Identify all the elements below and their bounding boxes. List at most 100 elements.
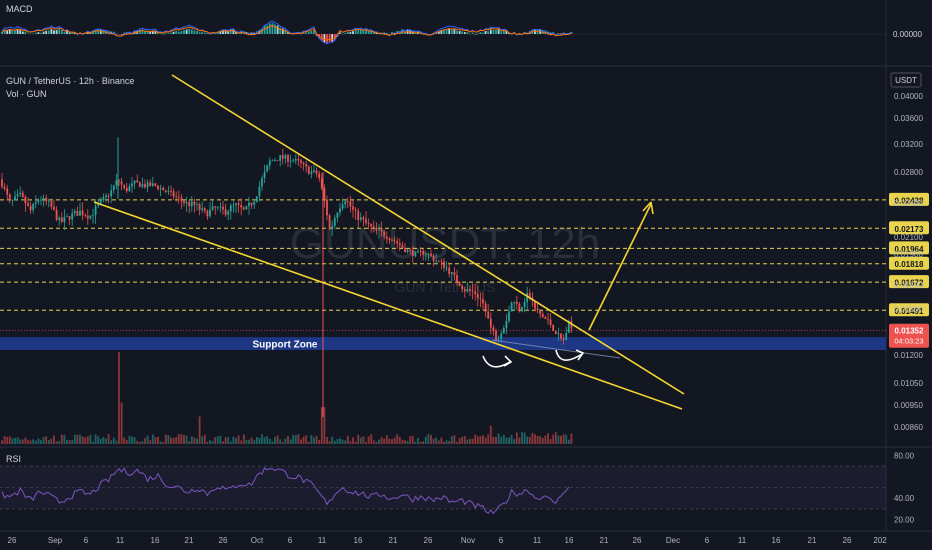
- volume-bar: [492, 436, 495, 444]
- volume-bar: [245, 439, 248, 444]
- time-tick-label: Nov: [461, 536, 475, 545]
- volume-bar: [370, 434, 373, 444]
- candle-body: [344, 201, 347, 205]
- volume-bar: [294, 435, 297, 444]
- macd-histogram-bar: [227, 30, 230, 34]
- macd-histogram-bar: [11, 29, 14, 34]
- macd-histogram-bar: [167, 33, 170, 35]
- macd-histogram-bar: [484, 31, 487, 34]
- candle-body: [305, 164, 308, 167]
- time-tick-label: 16: [772, 536, 781, 545]
- candle-body: [27, 203, 29, 206]
- candle-body: [411, 250, 414, 256]
- volume-bar: [513, 439, 516, 444]
- current-price-badge: [889, 323, 929, 348]
- candle-body: [29, 205, 32, 211]
- macd-histogram-bar: [45, 30, 48, 34]
- macd-histogram-bar: [346, 31, 349, 34]
- volume-bar: [89, 434, 92, 444]
- macd-histogram-bar: [151, 30, 154, 34]
- candle-body: [162, 188, 165, 191]
- candle-body: [510, 302, 513, 312]
- candle-body: [339, 208, 341, 213]
- volume-bar: [3, 435, 6, 444]
- candle-body: [125, 187, 128, 192]
- candle-body: [419, 251, 422, 252]
- volume-bar: [144, 438, 146, 444]
- candle-body: [562, 338, 565, 340]
- candle-body: [547, 318, 549, 320]
- candle-body: [55, 209, 58, 220]
- candle-body: [396, 241, 399, 244]
- macd-histogram-bar: [544, 30, 547, 34]
- macd-histogram-bar: [232, 28, 235, 34]
- macd-histogram-bar: [175, 30, 178, 34]
- price-tick-label: 0.01200: [894, 351, 923, 360]
- volume-bar: [484, 437, 487, 444]
- volume-bar: [497, 433, 500, 444]
- candle-body: [539, 310, 542, 315]
- time-tick-label: 11: [738, 536, 747, 545]
- volume-bar: [552, 434, 555, 444]
- candle-body: [53, 206, 55, 210]
- volume-bar: [102, 437, 105, 444]
- volume-bar: [528, 436, 531, 444]
- volume-bar: [380, 437, 383, 444]
- time-tick-label: 21: [389, 536, 398, 545]
- candle-body: [94, 205, 97, 215]
- candle-body: [549, 319, 552, 326]
- macd-histogram-bar: [448, 28, 451, 34]
- candle-body: [513, 301, 516, 303]
- candle-body: [440, 261, 443, 262]
- support-zone-label: Support Zone: [253, 340, 318, 351]
- volume-bar: [118, 352, 120, 444]
- macd-histogram-bar: [437, 31, 440, 34]
- candle-body: [372, 226, 375, 228]
- macd-histogram-bar: [24, 31, 27, 34]
- candle-body: [73, 211, 76, 214]
- volume-bar: [349, 441, 352, 444]
- volume-bar: [567, 439, 570, 444]
- price-level-badge: [889, 241, 929, 255]
- macd-histogram-bar: [560, 33, 562, 35]
- macd-histogram-bar: [383, 32, 386, 34]
- wedge-lower-line: [93, 201, 683, 410]
- volume-bar: [414, 441, 417, 444]
- candle-body: [367, 223, 370, 224]
- candle-body: [310, 171, 313, 174]
- volume-bar: [240, 440, 243, 444]
- candle-body: [261, 178, 263, 187]
- candle-body: [216, 207, 219, 209]
- candle-body: [209, 209, 211, 217]
- volume-bar: [388, 438, 391, 444]
- volume-bar: [172, 438, 175, 444]
- candle-body: [274, 160, 276, 162]
- price-tick-label: 0.01900: [894, 250, 923, 259]
- candle-body: [427, 253, 430, 255]
- volume-bar: [63, 434, 66, 444]
- volume-bar: [86, 436, 89, 444]
- symbol-title[interactable]: GUN / TetherUS · 12h · Binance: [6, 76, 134, 86]
- volume-bar: [84, 437, 87, 444]
- macd-histogram-bar: [393, 32, 396, 34]
- volume-bar: [547, 433, 549, 444]
- candle-body: [365, 219, 367, 224]
- volume-bar: [211, 441, 214, 444]
- macd-histogram-bar: [8, 29, 11, 34]
- macd-histogram-bar: [471, 32, 474, 34]
- macd-signal-line: [1, 25, 572, 41]
- candle-body: [307, 166, 310, 174]
- macd-histogram-bar: [458, 30, 461, 34]
- breakout-arrow-head: [642, 201, 654, 215]
- volume-bar: [315, 435, 318, 444]
- candle-body: [320, 178, 323, 189]
- macd-histogram-bar: [34, 32, 37, 34]
- candle-body: [253, 201, 256, 205]
- watermark: GUNUSDT, 12h GUN / TetherUS: [290, 219, 601, 295]
- candle-body: [534, 300, 536, 309]
- volume-bar: [404, 440, 406, 444]
- drawings: [93, 74, 685, 410]
- countdown-label: 04:03:23: [894, 337, 923, 346]
- candle-body: [414, 251, 417, 256]
